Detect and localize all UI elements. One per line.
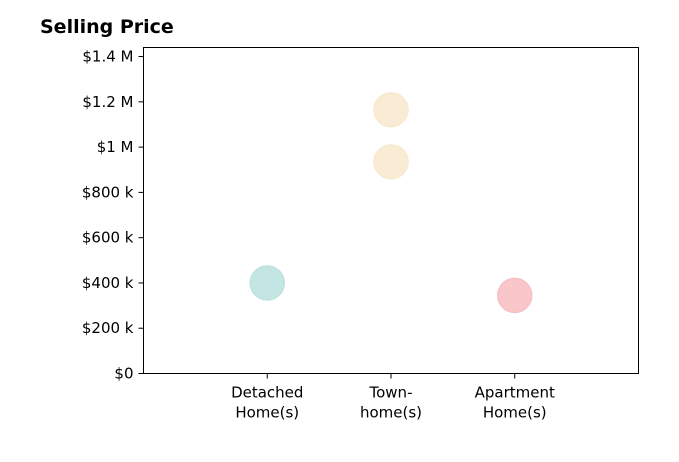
x-tick-label: Apartment Home(s)	[475, 384, 555, 422]
y-tick-label: $200 k	[82, 319, 134, 337]
data-point	[373, 92, 409, 128]
x-tick-label-line: Town-	[369, 384, 413, 402]
y-tick-label: $1.2 M	[82, 93, 133, 111]
data-point	[497, 277, 533, 314]
y-tick-label: $800 k	[82, 183, 134, 201]
x-axis: Detached Home(s) Town-home(s) Apartment Home…	[231, 373, 555, 422]
x-tick-label-line: Home(s)	[235, 404, 299, 422]
y-axis: $0 $200 k $400 k $600 k $800 k $1 M $1.2 M $1.4…	[82, 48, 144, 383]
y-tick-label: $0	[114, 365, 133, 383]
y-tick-label: $400 k	[82, 274, 134, 292]
x-tick-label-line: Apartment	[475, 384, 555, 402]
chart-title: Selling Price	[40, 16, 174, 38]
x-tick-label: Detached Home(s)	[231, 384, 303, 422]
data-point	[373, 144, 409, 180]
data-point	[249, 265, 285, 301]
y-tick-label: $600 k	[82, 229, 134, 247]
y-tick-label: $1 M	[97, 138, 134, 156]
x-tick-label-line: Home(s)	[483, 404, 547, 422]
x-tick-label-line: Detached	[231, 384, 303, 402]
plot-frame	[143, 47, 639, 374]
y-tick-label: $1.4 M	[82, 48, 133, 66]
data-points	[249, 92, 533, 314]
x-tick-label: Town-home(s)	[360, 384, 422, 422]
x-tick-label-line: home(s)	[360, 404, 422, 422]
